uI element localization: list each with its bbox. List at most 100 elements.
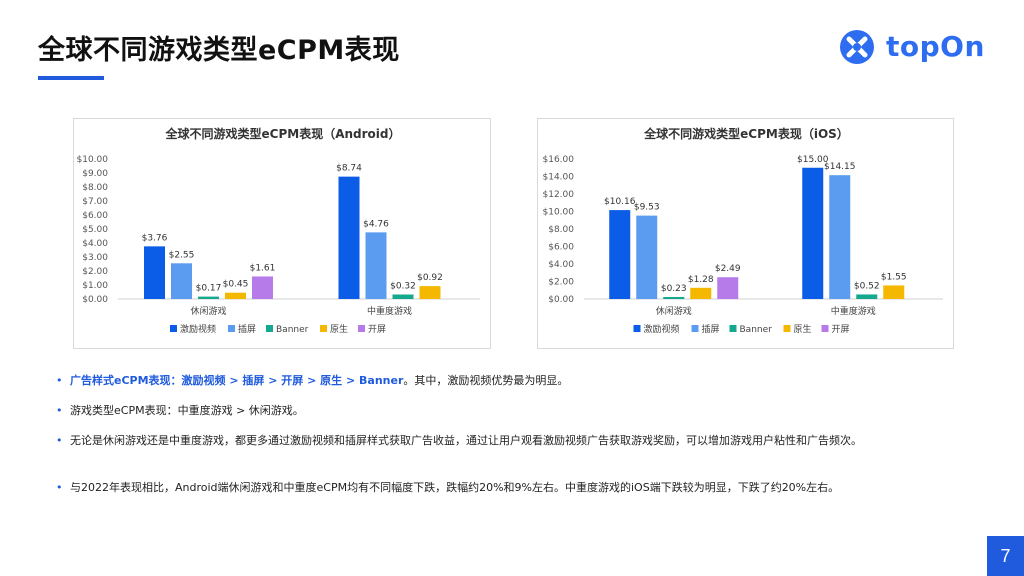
data-label: $8.74 <box>336 164 362 174</box>
data-label: $1.28 <box>688 275 714 285</box>
legend-label: 激励视频 <box>644 323 680 335</box>
chart-title: 全球不同游戏类型eCPM表现（Android） <box>165 126 401 141</box>
legend-swatch <box>320 325 327 332</box>
logo-text: topOn <box>886 30 985 63</box>
data-label: $9.53 <box>634 203 660 213</box>
y-tick-label: $16.00 <box>543 155 575 165</box>
y-tick-label: $7.00 <box>82 197 108 207</box>
topon-logo: topOn <box>838 28 988 68</box>
y-tick-label: $3.00 <box>82 253 108 263</box>
data-label: $0.92 <box>417 273 443 283</box>
y-tick-label: $10.00 <box>543 208 575 218</box>
y-tick-label: $2.00 <box>82 267 108 277</box>
legend-swatch <box>633 325 641 332</box>
y-tick-label: $6.00 <box>548 243 574 253</box>
legend-label: Banner <box>276 325 309 335</box>
data-label: $0.52 <box>854 281 880 291</box>
bullet-marker: • <box>56 481 63 494</box>
legend-swatch <box>691 325 699 332</box>
chart-android-svg: 全球不同游戏类型eCPM表现（Android） $0.00 $1.00 $2.00 $3… <box>77 126 480 335</box>
bullet-item: • 与2022年表现相比，Android端休闲游戏和中重度eCPM均有不同幅度下… <box>56 480 956 496</box>
chart-android: 全球不同游戏类型eCPM表现（Android） $0.00 $1.00 $2.00 $3… <box>73 118 491 349</box>
bar <box>171 263 192 299</box>
chart-ios: 全球不同游戏类型eCPM表现（iOS） $0.00 $2.00 $4.00 $6.00 $… <box>537 118 954 349</box>
x-category-label: 中重度游戏 <box>831 305 876 317</box>
legend-label: 插屏 <box>238 323 256 335</box>
bar <box>338 176 360 299</box>
bar <box>609 210 631 299</box>
legend-label: Banner <box>740 325 773 335</box>
bullet-item: • 游戏类型eCPM表现：中重度游戏 > 休闲游戏。 <box>56 403 956 419</box>
legend-swatch <box>783 325 791 332</box>
data-label: $14.15 <box>824 162 856 172</box>
legend-label: 原生 <box>794 323 812 335</box>
y-tick-label: $0.00 <box>548 295 574 305</box>
y-tick-label: $10.00 <box>77 155 109 165</box>
bar <box>392 294 414 299</box>
y-tick-label: $1.00 <box>82 281 108 291</box>
bar <box>225 292 246 299</box>
bullet-text: 与2022年表现相比，Android端休闲游戏和中重度eCPM均有不同幅度下跌，… <box>70 481 840 494</box>
x-category-label: 休闲游戏 <box>190 305 226 317</box>
bar <box>717 277 739 299</box>
bar <box>802 167 824 299</box>
data-label: $1.55 <box>881 272 907 282</box>
bullet-text: 游戏类型eCPM表现：中重度游戏 > 休闲游戏。 <box>70 404 304 417</box>
y-tick-label: $9.00 <box>82 169 108 179</box>
legend-swatch <box>729 325 737 332</box>
legend-label: 开屏 <box>832 324 850 335</box>
y-tick-label: $2.00 <box>548 278 574 288</box>
y-tick-label: $4.00 <box>82 239 108 249</box>
bullet-text: 。其中，激励视频优势最为明显。 <box>403 374 569 387</box>
legend-label: 原生 <box>330 323 348 335</box>
bar <box>663 296 685 299</box>
legend-swatch <box>821 325 829 332</box>
bar <box>829 175 851 299</box>
bar <box>636 215 658 299</box>
data-label: $15.00 <box>797 155 829 165</box>
data-label: $10.16 <box>604 197 636 207</box>
page-number: 7 <box>987 536 1024 576</box>
data-label: $0.23 <box>661 284 687 294</box>
y-tick-label: $8.00 <box>82 183 108 193</box>
data-label: $0.17 <box>196 284 222 294</box>
data-label: $0.32 <box>390 282 416 292</box>
bar <box>198 296 219 299</box>
topon-logo-icon <box>840 30 874 64</box>
bullet-item: • 广告样式eCPM表现：激励视频 > 插屏 > 开屏 > 原生 > Banne… <box>56 373 956 389</box>
y-tick-label: $6.00 <box>82 211 108 221</box>
legend-label: 开屏 <box>368 324 386 335</box>
x-category-label: 休闲游戏 <box>656 305 692 317</box>
bar <box>419 286 441 299</box>
data-label: $4.76 <box>363 219 389 229</box>
legend-swatch <box>358 325 365 332</box>
bar <box>883 285 905 299</box>
data-label: $1.61 <box>250 263 276 273</box>
chart-ios-svg: 全球不同游戏类型eCPM表现（iOS） $0.00 $2.00 $4.00 $6.00 $… <box>543 126 943 335</box>
y-tick-label: $12.00 <box>543 190 575 200</box>
legend-swatch <box>170 325 177 332</box>
bar <box>365 232 387 299</box>
legend-label: 激励视频 <box>180 323 216 335</box>
bullet-marker: • <box>56 434 63 447</box>
bar <box>690 287 712 299</box>
bullet-highlight: 广告样式eCPM表现：激励视频 > 插屏 > 开屏 > 原生 > Banner <box>70 374 404 387</box>
bullet-marker: • <box>56 374 63 387</box>
data-label: $0.45 <box>223 280 249 290</box>
data-label: $2.55 <box>169 250 195 260</box>
y-tick-label: $4.00 <box>548 260 574 270</box>
bullet-marker: • <box>56 404 63 417</box>
x-category-label: 中重度游戏 <box>367 305 412 317</box>
bullet-item: • 无论是休闲游戏还是中重度游戏，都更多通过激励视频和插屏样式获取广告收益，通过… <box>56 433 956 449</box>
bar <box>252 276 273 299</box>
legend-label: 插屏 <box>702 323 720 335</box>
title-underline <box>38 76 104 80</box>
legend-swatch <box>266 325 273 332</box>
bullet-text: 无论是休闲游戏还是中重度游戏，都更多通过激励视频和插屏样式获取广告收益，通过让用… <box>70 434 862 447</box>
legend-swatch <box>228 325 235 332</box>
y-tick-label: $5.00 <box>82 225 108 235</box>
y-tick-label: $8.00 <box>548 225 574 235</box>
bar <box>144 246 165 299</box>
y-tick-label: $14.00 <box>543 173 575 183</box>
bar <box>856 294 878 299</box>
